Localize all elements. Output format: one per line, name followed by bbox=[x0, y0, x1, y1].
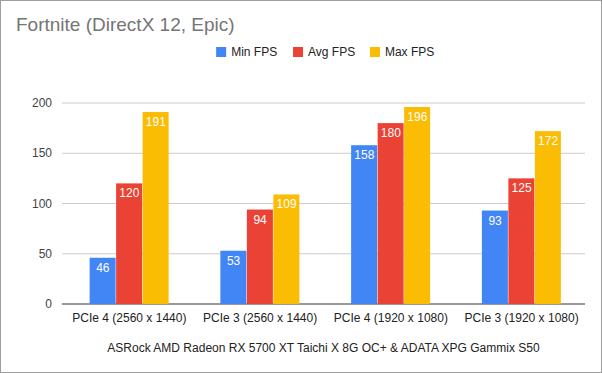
bar bbox=[378, 123, 404, 304]
x-tick-label: PCIe 3 (1920 x 1080) bbox=[465, 311, 579, 325]
legend-label: Min FPS bbox=[231, 45, 277, 59]
bar bbox=[90, 258, 116, 304]
x-tick-label: PCIe 3 (2560 x 1440) bbox=[203, 311, 317, 325]
data-label: 172 bbox=[538, 134, 558, 148]
legend-swatch bbox=[370, 47, 380, 57]
x-tick-label: PCIe 4 (1920 x 1080) bbox=[334, 311, 448, 325]
legend-swatch bbox=[216, 47, 226, 57]
grid-line bbox=[62, 103, 585, 104]
data-label: 120 bbox=[119, 186, 139, 200]
bar bbox=[116, 183, 142, 304]
bar bbox=[247, 210, 273, 304]
bar bbox=[143, 112, 169, 304]
bar bbox=[404, 107, 430, 304]
data-label: 93 bbox=[488, 214, 502, 228]
x-axis-title: ASRock AMD Radeon RX 5700 XT Taichi X 8G… bbox=[107, 341, 540, 355]
y-tick-label: 0 bbox=[45, 297, 52, 311]
title: Fortnite (DirectX 12, Epic) bbox=[16, 14, 235, 35]
bar bbox=[220, 251, 246, 304]
y-tick-label: 100 bbox=[32, 197, 52, 211]
bar bbox=[351, 145, 377, 304]
y-tick-label: 50 bbox=[39, 247, 53, 261]
chart-svg: Fortnite (DirectX 12, Epic) 0 50 100 150 200 4… bbox=[0, 0, 602, 373]
data-label: 196 bbox=[407, 110, 427, 124]
data-label: 125 bbox=[512, 181, 532, 195]
legend-label: Max FPS bbox=[385, 45, 434, 59]
data-labels: 46 120 191 53 94 109 158 180 196 93 125 172 bbox=[96, 110, 558, 275]
bar bbox=[535, 131, 561, 304]
legend-label: Avg FPS bbox=[308, 45, 355, 59]
bar bbox=[482, 211, 508, 304]
data-label: 46 bbox=[96, 261, 110, 275]
bar bbox=[508, 178, 534, 304]
y-tick-label: 150 bbox=[32, 146, 52, 160]
legend-swatch bbox=[293, 47, 303, 57]
bars bbox=[90, 107, 561, 304]
chart-frame bbox=[1, 1, 602, 373]
data-label: 53 bbox=[227, 254, 241, 268]
bar bbox=[273, 194, 299, 304]
data-label: 158 bbox=[354, 148, 374, 162]
data-label: 109 bbox=[277, 197, 297, 211]
grid-line bbox=[62, 153, 585, 154]
legend: Min FPS Avg FPS Max FPS bbox=[216, 45, 434, 59]
y-tick-label: 200 bbox=[32, 96, 52, 110]
x-tick-label: PCIe 4 (2560 x 1440) bbox=[72, 311, 186, 325]
chart-root: Fortnite (DirectX 12, Epic) 0 50 100 150 200 4… bbox=[0, 0, 602, 373]
data-label: 180 bbox=[381, 126, 401, 140]
data-label: 94 bbox=[253, 213, 267, 227]
data-label: 191 bbox=[146, 115, 166, 129]
